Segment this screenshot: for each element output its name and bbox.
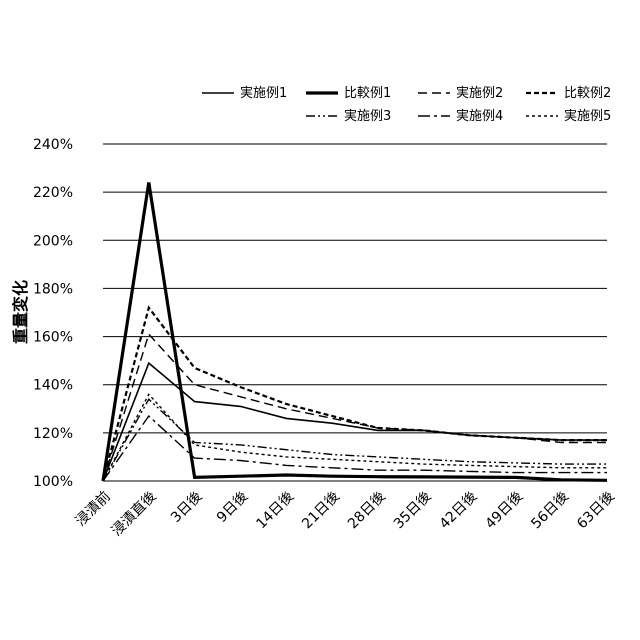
x-tick-label: 14日後 bbox=[253, 489, 297, 533]
legend-label: 実施例1 bbox=[240, 85, 287, 101]
y-tick-label: 120% bbox=[33, 426, 73, 442]
series-layer bbox=[103, 183, 607, 482]
y-tick-label: 140% bbox=[33, 378, 73, 394]
legend: 実施例1 比較例1 実施例2 比較例2 実施例3 実施例4 実施例5 bbox=[202, 85, 611, 124]
legend-label: 比較例2 bbox=[564, 86, 611, 101]
y-tick-label: 200% bbox=[33, 233, 73, 249]
x-tick-label: 63日後 bbox=[574, 489, 618, 533]
x-tick-label: 35日後 bbox=[391, 489, 435, 533]
x-tick-label: 9日後 bbox=[214, 489, 251, 526]
grid-layer bbox=[103, 144, 607, 481]
series-line-4 bbox=[103, 308, 607, 481]
legend-label: 実施例3 bbox=[344, 108, 391, 124]
x-tick-label: 56日後 bbox=[528, 489, 572, 533]
x-tick-label: 28日後 bbox=[345, 489, 389, 533]
x-tick-label: 42日後 bbox=[437, 489, 481, 533]
y-tick-labels: 100% 120% 140% 160% 180% 200% 220% 240% bbox=[33, 137, 73, 490]
y-tick-label: 240% bbox=[33, 137, 73, 153]
legend-item: 実施例5 bbox=[526, 108, 611, 124]
legend-item: 実施例1 bbox=[202, 85, 287, 101]
legend-item: 実施例3 bbox=[306, 108, 391, 124]
legend-item: 実施例2 bbox=[418, 85, 503, 101]
legend-item: 比較例2 bbox=[526, 86, 611, 101]
y-axis-title: 重量変化 bbox=[11, 280, 30, 344]
x-tick-label: 49日後 bbox=[482, 489, 526, 533]
y-tick-label: 180% bbox=[33, 281, 73, 297]
legend-label: 比較例1 bbox=[344, 86, 391, 101]
legend-label: 実施例5 bbox=[564, 108, 611, 124]
y-tick-label: 220% bbox=[33, 185, 73, 201]
x-tick-label: 浸漬前 bbox=[72, 488, 114, 530]
series-line-2 bbox=[103, 183, 607, 482]
legend-item: 実施例4 bbox=[418, 108, 503, 124]
legend-item: 比較例1 bbox=[306, 86, 391, 101]
y-tick-label: 160% bbox=[33, 330, 73, 346]
legend-label: 実施例2 bbox=[456, 85, 503, 101]
series-line-6 bbox=[103, 416, 607, 481]
x-tick-labels: 浸漬前浸漬直後3日後9日後14日後21日後28日後35日後42日後49日後56日… bbox=[72, 488, 618, 540]
series-line-3 bbox=[103, 334, 607, 481]
x-tick-label: 21日後 bbox=[299, 489, 343, 533]
x-tick-label: 3日後 bbox=[168, 489, 205, 526]
y-tick-label: 100% bbox=[33, 474, 73, 490]
x-tick-label: 浸漬直後 bbox=[108, 488, 160, 540]
legend-label: 実施例4 bbox=[456, 108, 503, 124]
